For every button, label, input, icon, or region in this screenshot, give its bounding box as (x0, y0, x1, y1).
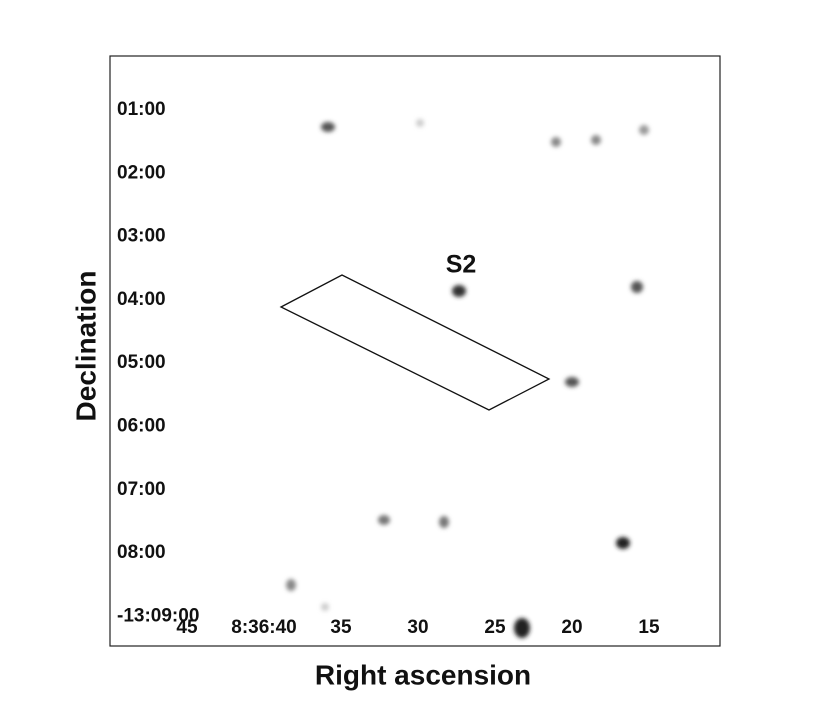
y-axis-title: Declination (70, 271, 101, 422)
source (631, 281, 643, 293)
source (416, 119, 424, 127)
y-tick-label: 03:00 (117, 226, 166, 247)
source (514, 618, 530, 638)
source (321, 122, 335, 132)
source (565, 377, 579, 387)
x-tick-label: 25 (484, 617, 506, 638)
sources (286, 119, 649, 638)
y-tick-label: 04:00 (117, 289, 166, 310)
x-tick-label: 20 (561, 617, 582, 638)
y-tick-label: 05:00 (117, 352, 166, 373)
source (378, 515, 390, 525)
source (551, 137, 561, 147)
x-tick-label: 15 (638, 617, 660, 638)
y-tick-label: 07:00 (117, 479, 166, 500)
slit-region (279, 274, 551, 411)
source (452, 285, 466, 297)
source (286, 579, 296, 591)
source (321, 603, 329, 611)
y-ticks: 01:00 02:00 03:00 04:00 05:00 06:00 07:00 08:00… (117, 99, 199, 626)
y-tick-label: 08:00 (117, 542, 166, 563)
x-tick-label: 35 (330, 617, 352, 638)
source (439, 516, 449, 528)
x-tick-label: 45 (176, 617, 198, 638)
x-tick-label: 30 (407, 617, 428, 638)
y-tick-label: -13:09:00 (117, 605, 199, 626)
source (591, 135, 601, 145)
x-ticks: 45 8:36:40 35 30 25 20 15 (176, 617, 660, 638)
x-tick-label: 8:36:40 (231, 617, 297, 638)
source-label: S2 (446, 251, 477, 279)
x-axis-title: Right ascension (315, 659, 531, 690)
source (639, 125, 649, 135)
y-tick-label: 02:00 (117, 162, 166, 183)
y-tick-label: 01:00 (117, 99, 166, 120)
source (616, 537, 630, 549)
y-tick-label: 06:00 (117, 416, 166, 437)
image-frame (109, 55, 721, 647)
